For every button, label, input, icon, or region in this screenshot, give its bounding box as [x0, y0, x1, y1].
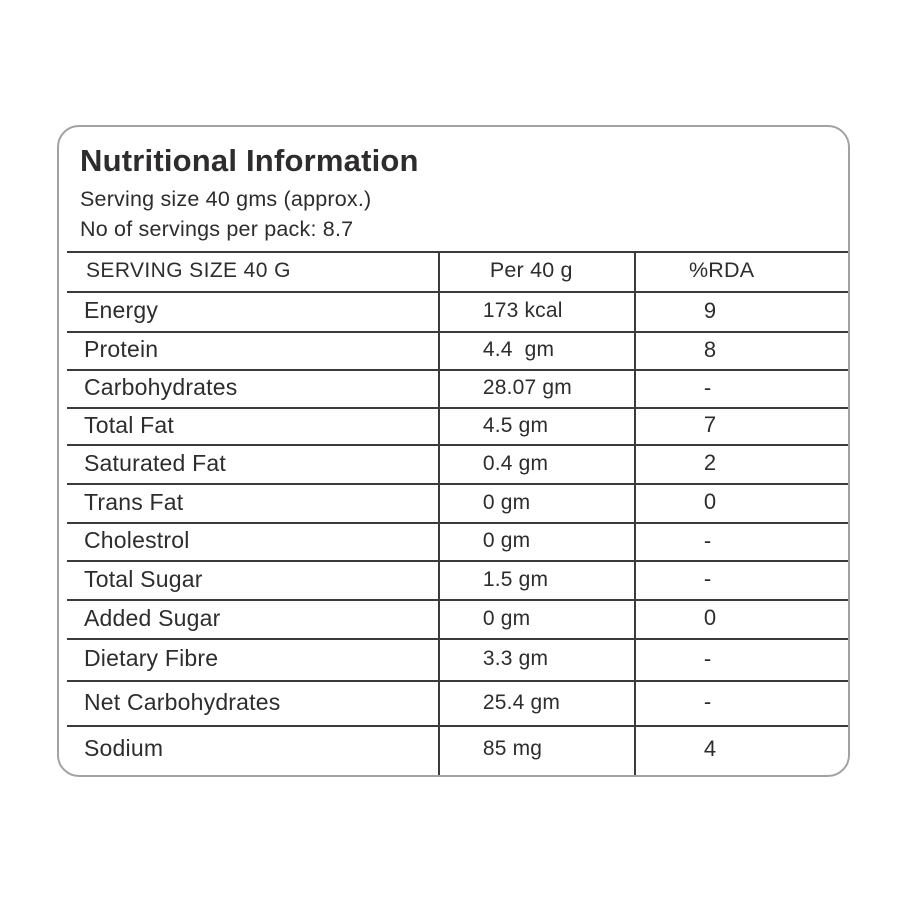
nutrient-name: Dietary Fibre: [84, 645, 219, 672]
nutrient-name: Added Sugar: [84, 604, 221, 631]
nutrient-name: Protein: [84, 336, 159, 363]
column-header-per-40g: Per 40 g: [489, 258, 573, 283]
nutrient-name: Sodium: [84, 735, 164, 762]
nutrition-label-card: Nutritional Information Serving size 40 …: [57, 125, 850, 777]
nutrient-amount: 4.5 gm: [482, 413, 549, 437]
table-row-protein: Protein 4.4 gm 8: [59, 331, 848, 369]
nutrient-name: Total Fat: [84, 411, 175, 438]
table-row-net-carbohydrates: Net Carbohydrates 25.4 gm -: [59, 680, 848, 725]
nutrient-amount: 4.4 gm: [482, 338, 555, 362]
column-divider-1: [438, 251, 440, 775]
nutrient-amount: 173 kcal: [482, 299, 563, 323]
serving-size-text: Serving size 40 gms (approx.): [80, 187, 372, 211]
nutrient-rda: 7: [703, 412, 717, 438]
table-row-total-sugar: Total Sugar 1.5 gm -: [59, 560, 848, 599]
table-row-trans-fat: Trans Fat 0 gm 0: [59, 483, 848, 522]
table-row-carbohydrates: Carbohydrates 28.07 gm -: [59, 369, 848, 407]
table-row-sodium: Sodium 85 mg 4: [59, 725, 848, 773]
column-header-rda: %RDA: [688, 258, 755, 283]
nutrient-name: Total Sugar: [84, 565, 203, 592]
nutrient-rda: 4: [703, 735, 717, 761]
nutrient-name: Energy: [84, 297, 159, 324]
table-header-row: SERVING SIZE 40 G Per 40 g %RDA: [59, 251, 848, 291]
nutrient-amount: 28.07 gm: [482, 376, 572, 400]
nutrition-table: SERVING SIZE 40 G Per 40 g %RDA Energy 1…: [59, 251, 848, 775]
nutrient-name: Carbohydrates: [84, 374, 238, 401]
nutrient-amount: 0.4 gm: [482, 451, 549, 475]
table-row-saturated-fat: Saturated Fat 0.4 gm 2: [59, 444, 848, 483]
nutrient-name: Saturated Fat: [84, 449, 226, 476]
nutrient-amount: 0 gm: [482, 529, 531, 553]
nutrient-amount: 25.4 gm: [482, 690, 561, 714]
table-row-dietary-fibre: Dietary Fibre 3.3 gm -: [59, 638, 848, 680]
nutrient-rda: -: [703, 645, 712, 671]
nutrient-name: Cholestrol: [84, 527, 190, 554]
nutrient-rda: 8: [703, 336, 717, 362]
servings-per-pack-text: No of servings per pack: 8.7: [80, 217, 354, 241]
table-row-total-fat: Total Fat 4.5 gm 7: [59, 407, 848, 444]
column-header-serving-size: SERVING SIZE 40 G: [86, 259, 291, 283]
nutrient-amount: 0 gm: [482, 606, 531, 630]
table-row-added-sugar: Added Sugar 0 gm 0: [59, 599, 848, 638]
table-row-energy: Energy 173 kcal 9: [59, 291, 848, 331]
nutrient-amount: 3.3 gm: [482, 647, 549, 671]
nutrient-name: Trans Fat: [84, 488, 184, 515]
nutrient-rda: 2: [703, 450, 717, 476]
nutrient-rda: 0: [703, 605, 717, 631]
nutrient-rda: -: [703, 374, 712, 400]
nutrient-rda: -: [703, 689, 712, 715]
page-title: Nutritional Information: [80, 143, 419, 178]
label-header: Nutritional Information Serving size 40 …: [59, 127, 848, 251]
column-divider-2: [634, 251, 636, 775]
nutrient-amount: 1.5 gm: [482, 567, 549, 591]
nutrient-rda: 0: [703, 489, 717, 515]
nutrient-amount: 85 mg: [482, 737, 543, 761]
nutrient-rda: -: [703, 566, 712, 592]
nutrient-amount: 0 gm: [482, 490, 531, 514]
nutrient-rda: -: [703, 527, 712, 553]
nutrient-name: Net Carbohydrates: [84, 688, 281, 715]
nutrient-rda: 9: [703, 297, 717, 323]
table-row-cholestrol: Cholestrol 0 gm -: [59, 522, 848, 560]
